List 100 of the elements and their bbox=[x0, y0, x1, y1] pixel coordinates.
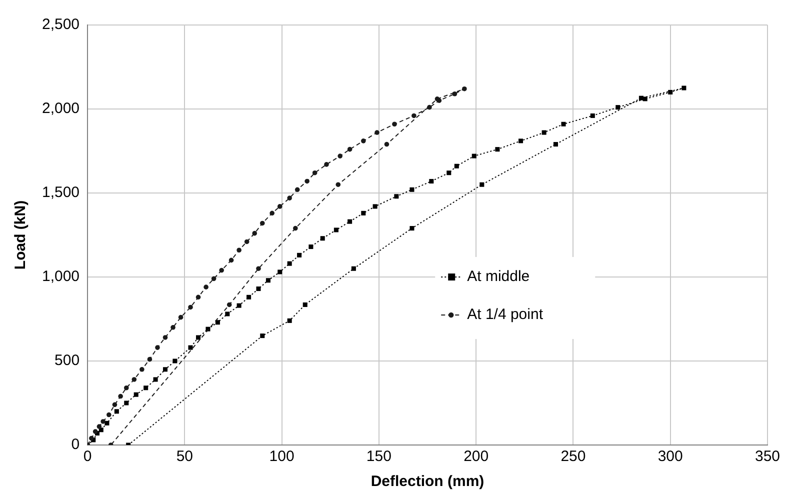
point bbox=[518, 138, 524, 144]
point bbox=[162, 335, 168, 340]
point bbox=[124, 385, 129, 390]
point bbox=[324, 162, 329, 167]
legend-label: At middle bbox=[467, 268, 530, 286]
point bbox=[236, 303, 242, 308]
point bbox=[147, 356, 152, 362]
point bbox=[590, 113, 595, 118]
point bbox=[384, 142, 390, 147]
point bbox=[394, 194, 399, 199]
point bbox=[452, 91, 458, 96]
point bbox=[553, 142, 558, 147]
point bbox=[153, 377, 158, 382]
point bbox=[454, 164, 459, 168]
point bbox=[348, 219, 352, 224]
y-tick-label: 1,000 bbox=[42, 268, 80, 286]
y-axis-title: Load (kN) bbox=[12, 200, 30, 270]
x-tick-label: 100 bbox=[269, 448, 294, 466]
point bbox=[277, 204, 282, 209]
point bbox=[155, 345, 160, 350]
point bbox=[361, 138, 366, 144]
point bbox=[228, 258, 234, 263]
point bbox=[226, 302, 232, 308]
x-tick-label: 150 bbox=[366, 448, 392, 466]
point bbox=[294, 187, 300, 192]
point bbox=[287, 318, 292, 323]
point bbox=[112, 402, 118, 408]
point bbox=[668, 90, 673, 94]
point bbox=[293, 226, 298, 231]
point bbox=[270, 210, 274, 216]
point bbox=[347, 146, 352, 152]
point bbox=[196, 294, 201, 300]
point bbox=[236, 248, 242, 253]
point bbox=[338, 154, 342, 158]
point bbox=[392, 122, 397, 127]
point bbox=[188, 345, 193, 350]
point bbox=[361, 210, 366, 216]
point bbox=[336, 182, 341, 187]
point bbox=[256, 266, 261, 271]
point bbox=[638, 96, 644, 100]
point bbox=[215, 320, 220, 325]
y-tick-label: 2,500 bbox=[42, 16, 80, 34]
y-tick-label: 2,000 bbox=[42, 100, 80, 118]
point bbox=[134, 392, 138, 397]
point bbox=[225, 312, 230, 316]
point bbox=[308, 244, 314, 250]
point bbox=[334, 228, 338, 232]
point bbox=[374, 130, 380, 135]
point bbox=[106, 412, 112, 418]
point bbox=[297, 252, 302, 258]
x-tick-label: 350 bbox=[754, 448, 780, 466]
point bbox=[372, 204, 378, 209]
point bbox=[256, 286, 261, 292]
x-tick-label: 0 bbox=[83, 448, 92, 466]
point bbox=[412, 113, 416, 118]
point bbox=[211, 276, 216, 282]
point bbox=[561, 122, 566, 126]
point bbox=[682, 86, 686, 90]
point bbox=[219, 268, 224, 273]
point bbox=[427, 104, 432, 110]
point bbox=[320, 236, 325, 241]
x-tick-label: 50 bbox=[176, 448, 194, 466]
point bbox=[446, 170, 452, 176]
point bbox=[278, 270, 282, 274]
point bbox=[140, 367, 144, 372]
point bbox=[260, 334, 265, 338]
x-tick-label: 300 bbox=[658, 448, 683, 466]
y-tick-label: 500 bbox=[54, 352, 80, 370]
point bbox=[410, 226, 414, 231]
point bbox=[204, 284, 208, 290]
y-tick-label: 0 bbox=[71, 436, 80, 454]
x-tick-label: 250 bbox=[560, 448, 586, 466]
point bbox=[462, 86, 467, 92]
point bbox=[429, 178, 434, 184]
point bbox=[188, 304, 193, 310]
point bbox=[351, 266, 356, 271]
x-axis-title: Deflection (mm) bbox=[370, 473, 484, 490]
point bbox=[144, 386, 148, 390]
point bbox=[172, 358, 178, 364]
y-tick-label: 1,500 bbox=[42, 184, 80, 202]
point bbox=[304, 178, 310, 184]
point bbox=[410, 187, 414, 192]
point bbox=[287, 261, 292, 266]
point bbox=[132, 377, 137, 382]
point bbox=[252, 230, 258, 236]
point bbox=[114, 409, 119, 414]
point bbox=[244, 239, 250, 244]
legend-label: At 1/4 point bbox=[467, 306, 544, 324]
point bbox=[542, 130, 546, 135]
point bbox=[480, 182, 484, 187]
point bbox=[162, 367, 168, 372]
point bbox=[178, 314, 184, 320]
point bbox=[260, 220, 265, 226]
point bbox=[104, 420, 110, 426]
point bbox=[92, 429, 98, 434]
point bbox=[616, 105, 620, 110]
point bbox=[196, 335, 201, 340]
point bbox=[495, 147, 500, 152]
point bbox=[287, 196, 292, 200]
point bbox=[100, 419, 106, 424]
